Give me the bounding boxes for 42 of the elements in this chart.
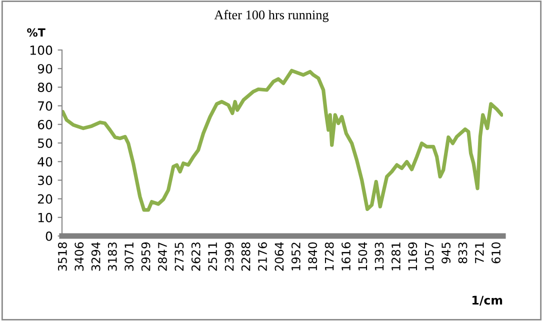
x-tick-label: 1393 [374,242,384,270]
x-tick-label: 945 [442,242,451,264]
chart-title: After 100 hrs running [214,10,329,22]
x-tick-label: 3183 [108,242,117,271]
x-tick-label: 1616 [342,242,350,270]
x-tick-label: 3406 [74,242,84,271]
y-tick-label: 10 [38,212,52,222]
x-tick-label: 1952 [291,242,300,270]
x-tick-label: 1728 [324,242,334,270]
x-tick-label: 2399 [224,242,234,271]
x-tick-label: 1169 [408,242,418,270]
y-tick-label: 60 [38,120,52,130]
x-tick-label: 2511 [208,242,218,271]
y-tick-label: 100 [30,45,52,55]
x-tick-label: 3071 [124,242,134,271]
y-tick-label: 90 [38,64,52,74]
x-tick-label: 833 [458,242,468,264]
y-axis-title: %T [27,28,46,37]
x-tick-label: 2623 [191,242,200,271]
x-tick-label: 1057 [424,242,434,270]
x-tick-label: 3518 [58,242,67,271]
x-axis-title: 1/cm [472,296,502,306]
x-tick-label: 3294 [91,242,100,271]
y-tick-label: 70 [38,101,52,111]
x-tick-label: 1281 [391,242,400,270]
x-tick-label: 2959 [141,242,150,271]
y-tick-label: 30 [38,176,52,186]
y-tick-label: 0 [46,231,52,241]
x-tick-label: 721 [474,242,484,264]
x-tick-label: 2288 [241,242,250,271]
x-tick-label: 610 [492,242,500,264]
x-tick-label: 2176 [258,242,267,271]
x-tick-label: 1840 [308,242,318,270]
y-tick-label: 20 [38,194,52,204]
line-series [62,68,503,212]
x-tick-label: 2847 [158,242,167,271]
x-tick-label: 1504 [358,242,368,270]
y-tick-label: 80 [38,82,52,92]
x-tick-label: 2735 [174,242,184,271]
y-tick-label: 40 [38,157,52,167]
y-tick-label: 50 [38,138,52,148]
x-tick-label: 2064 [274,242,284,271]
